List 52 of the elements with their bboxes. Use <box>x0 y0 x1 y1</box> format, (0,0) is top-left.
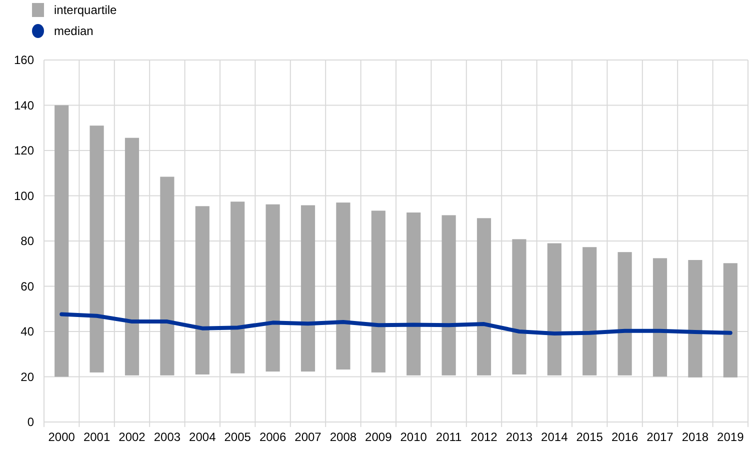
x-tick-label: 2002 <box>118 430 146 444</box>
x-tick-label: 2006 <box>259 430 286 444</box>
x-tick-label: 2011 <box>436 430 462 444</box>
bar <box>54 105 69 377</box>
x-tick-label: 2018 <box>682 430 709 444</box>
line-series <box>60 312 732 336</box>
x-tick-label: 2015 <box>576 430 604 444</box>
y-tick-label: 60 <box>20 279 34 294</box>
y-tick-label: 100 <box>14 188 34 203</box>
bar <box>300 205 316 372</box>
x-tick-label: 2003 <box>154 430 181 444</box>
bar <box>195 206 210 374</box>
x-tick-label: 2016 <box>611 430 638 444</box>
y-tick-label: 160 <box>14 53 34 68</box>
x-tick-label: 2000 <box>48 430 76 444</box>
bar <box>336 202 350 370</box>
bar <box>230 202 245 374</box>
y-tick-label: 40 <box>20 324 34 339</box>
bar <box>476 218 492 376</box>
bar <box>160 176 174 376</box>
x-tick-label: 2013 <box>506 430 533 444</box>
y-tick-label: 80 <box>20 234 34 248</box>
x-tick-label: 2007 <box>294 430 322 444</box>
x-tick-label: 2014 <box>541 430 568 444</box>
bar <box>442 215 456 376</box>
bar <box>723 263 738 378</box>
bar <box>124 138 140 376</box>
y-tick-label: 140 <box>14 98 34 112</box>
x-tick-label: 2008 <box>330 430 357 444</box>
legend-label: median <box>54 24 94 38</box>
bar <box>90 126 104 372</box>
x-tick-label: 2001 <box>83 430 110 444</box>
x-tick-label: 2017 <box>646 430 674 444</box>
x-tick-label: 2012 <box>470 430 498 444</box>
x-tick-label: 2010 <box>400 430 428 444</box>
legend-label: interquartile <box>54 3 118 18</box>
y-tick-label: 20 <box>20 370 34 384</box>
x-tick-label: 2019 <box>717 430 744 444</box>
bar <box>688 260 702 378</box>
x-tick-label: 2009 <box>365 430 392 444</box>
bar <box>406 212 421 376</box>
bar <box>582 247 597 376</box>
bar <box>371 210 386 372</box>
x-tick-label: 2005 <box>224 430 252 444</box>
y-tick-label: 0 <box>27 415 34 430</box>
y-tick-label: 120 <box>14 144 34 158</box>
bar <box>618 252 632 376</box>
x-tick-label: 2004 <box>189 430 216 444</box>
bar <box>266 204 280 372</box>
bar <box>652 258 668 377</box>
bar <box>512 239 526 374</box>
bar <box>547 243 562 376</box>
